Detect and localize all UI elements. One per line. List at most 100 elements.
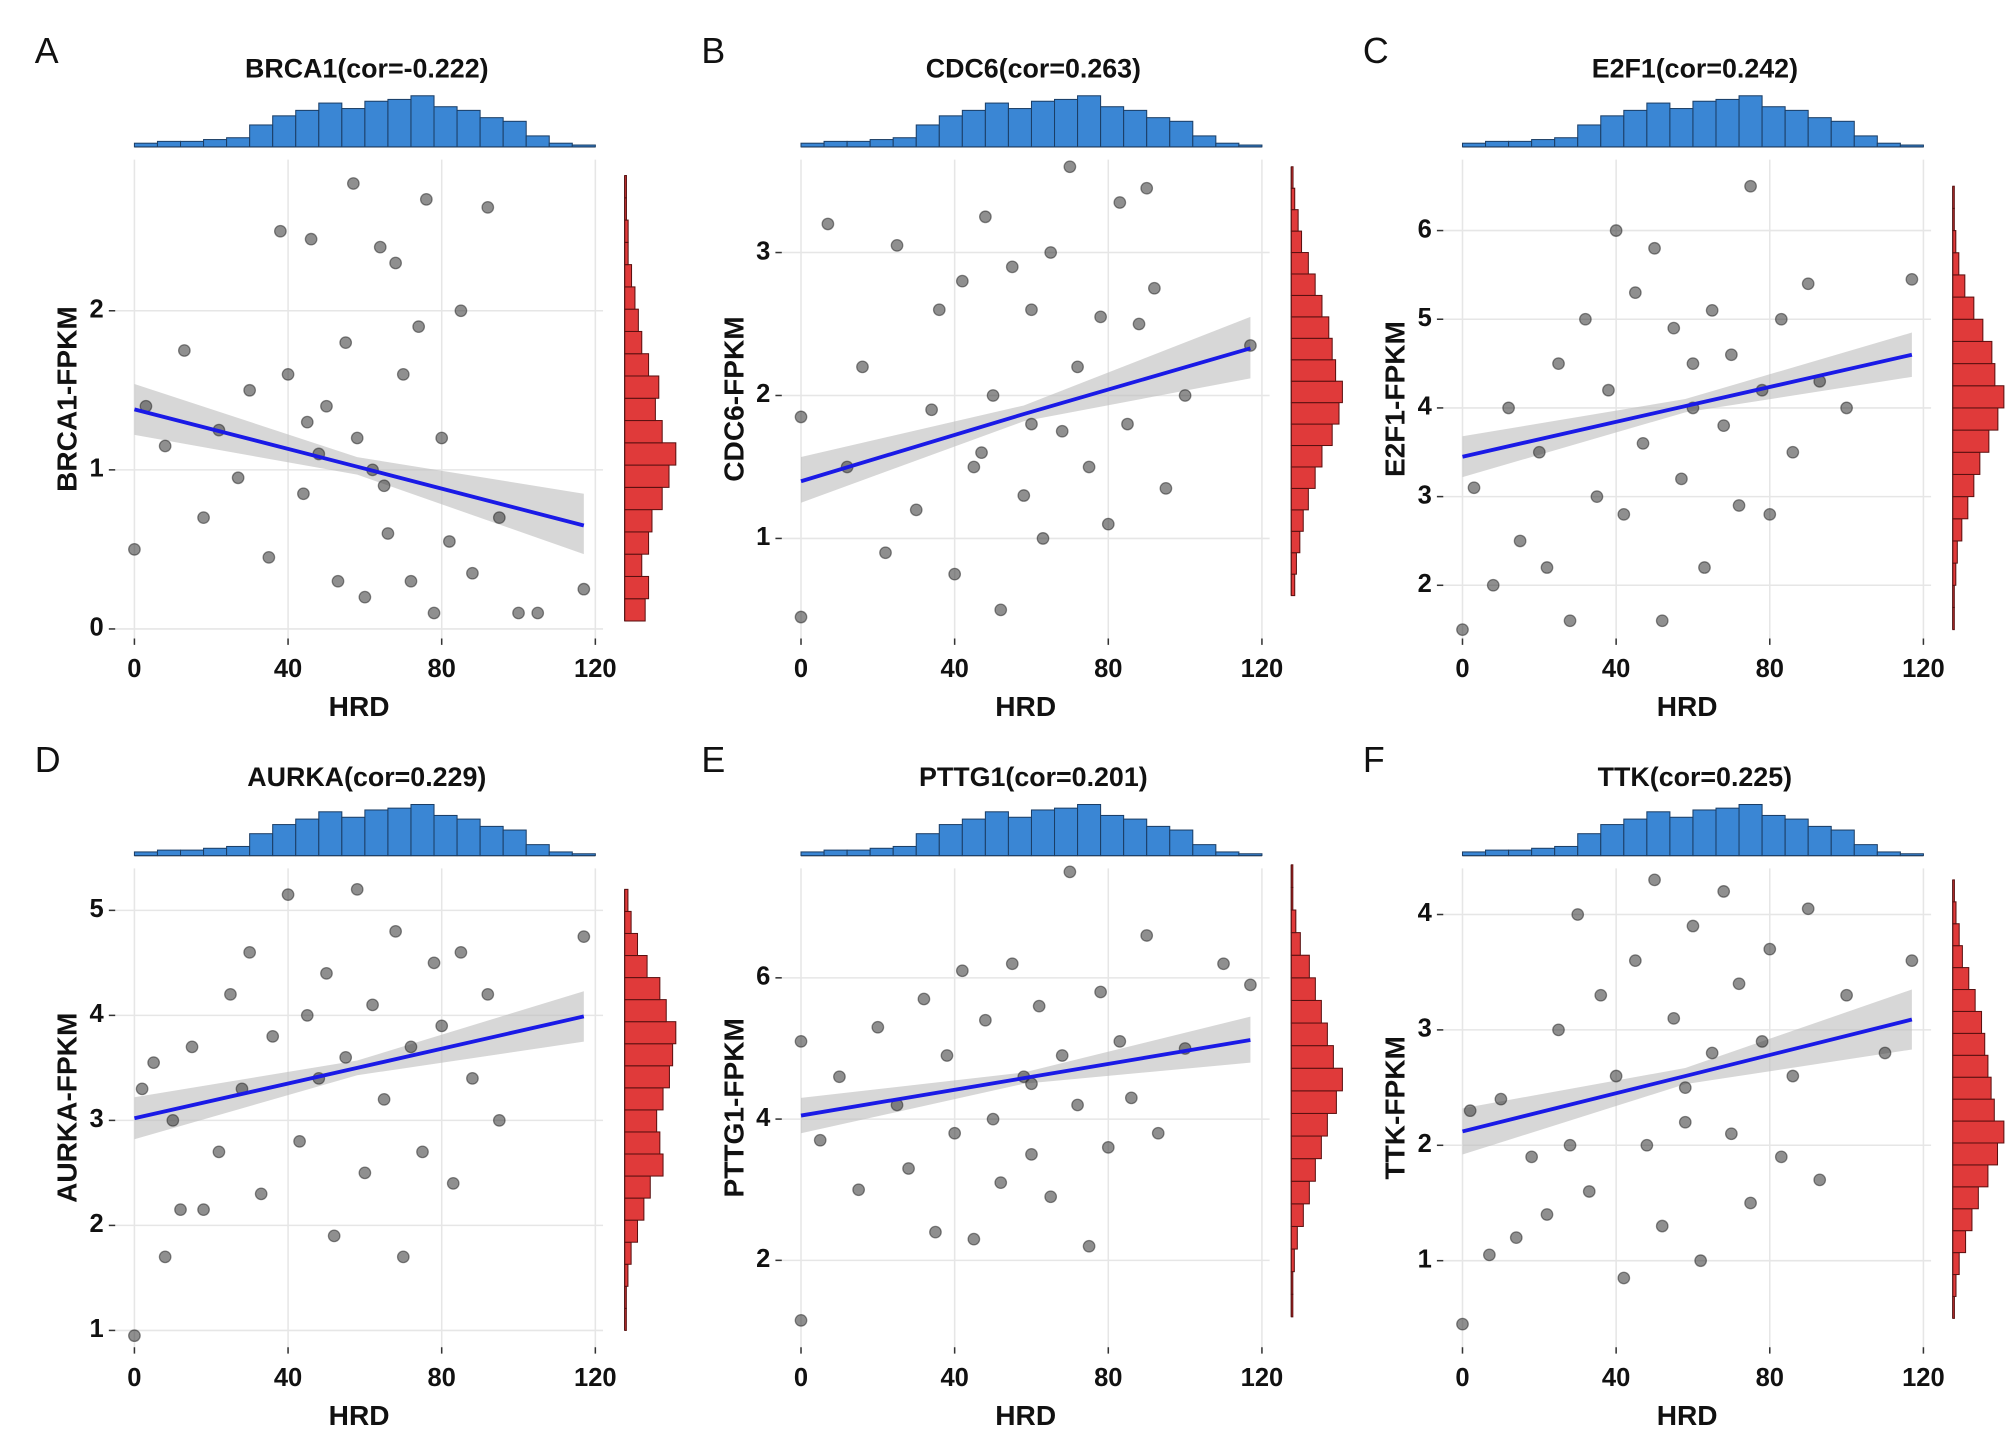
- y-hist-bar: [624, 955, 648, 979]
- y-tick-label: 1: [90, 455, 104, 483]
- point: [577, 930, 591, 943]
- point: [1005, 260, 1019, 274]
- y-hist-bar: [1952, 340, 1993, 365]
- x-tick-label: 80: [1094, 1364, 1122, 1392]
- y-hist-bar: [1290, 954, 1310, 979]
- point: [879, 546, 892, 560]
- point: [1071, 360, 1084, 374]
- y-hist-bar: [624, 1043, 674, 1067]
- point: [1563, 1138, 1577, 1152]
- point: [1494, 1092, 1508, 1106]
- point: [1463, 1104, 1477, 1118]
- point: [932, 303, 946, 317]
- point: [273, 224, 287, 238]
- point: [1101, 517, 1115, 531]
- y-hist-bar: [1290, 166, 1294, 189]
- point: [955, 274, 969, 288]
- x-hist-bar: [869, 847, 894, 857]
- point: [377, 479, 391, 493]
- y-axis-label: CDC6-FPKM: [718, 316, 749, 481]
- x-hist-bar: [1830, 829, 1855, 857]
- y-axis-label: PTTG1-FPKM: [718, 1018, 749, 1197]
- x-hist-bar: [226, 137, 251, 148]
- y-hist-bar: [1290, 1067, 1343, 1092]
- x-hist-bar: [915, 833, 940, 857]
- x-hist-bar: [364, 809, 389, 857]
- y-hist-bar: [1952, 230, 1957, 254]
- x-tick-label: 40: [1602, 655, 1630, 683]
- x-hist-bar: [1807, 825, 1832, 857]
- y-hist-bar: [624, 219, 629, 243]
- point: [1579, 312, 1592, 326]
- point: [1694, 1254, 1708, 1268]
- y-tick-label: 2: [756, 1245, 770, 1273]
- point: [1594, 988, 1608, 1002]
- x-hist-bar: [410, 803, 435, 857]
- x-hist-bar: [1669, 108, 1694, 148]
- point: [350, 882, 364, 896]
- point: [1698, 561, 1711, 574]
- y-hist-bar: [1290, 187, 1296, 211]
- x-hist-bar: [1784, 109, 1809, 148]
- point: [128, 1329, 141, 1343]
- y-hist-bar: [624, 575, 650, 600]
- point: [1044, 246, 1058, 259]
- x-hist-bar: [938, 824, 963, 857]
- y-hist-bar: [1952, 945, 1963, 969]
- x-hist-bar: [1054, 98, 1079, 148]
- x-hist-bar: [1876, 851, 1901, 857]
- y-hist-bar: [1952, 1120, 2005, 1144]
- y-hist-bar: [1290, 230, 1303, 254]
- y-hist-bar: [1952, 429, 1990, 453]
- point: [1017, 489, 1031, 502]
- y-hist-bar: [1952, 1054, 1989, 1078]
- point: [1636, 437, 1650, 450]
- x-hist-bar: [892, 845, 917, 857]
- x-hist-bar: [823, 849, 848, 857]
- x-hist-bar: [433, 814, 458, 857]
- x-tick-label: 0: [127, 655, 141, 683]
- x-tick-label: 40: [1602, 1364, 1630, 1392]
- x-hist-bar: [1146, 825, 1171, 857]
- point: [994, 1176, 1008, 1190]
- point: [1121, 417, 1134, 431]
- x-hist-bar: [1531, 139, 1556, 148]
- point: [396, 368, 410, 381]
- point: [1063, 865, 1077, 879]
- panel: A BRCA1(cor=-0.222) 0 40 80 120 0 1 2 HRD BRCA1-FP…: [35, 31, 677, 722]
- point: [1540, 1208, 1554, 1221]
- panel-label: B: [701, 31, 725, 71]
- x-hist-bar: [1146, 117, 1171, 148]
- point: [948, 567, 962, 581]
- y-hist-bar: [1952, 473, 1975, 498]
- point: [1774, 312, 1788, 326]
- y-hist-bar: [624, 1021, 677, 1045]
- point: [1532, 445, 1546, 459]
- y-tick-label: 2: [90, 1210, 104, 1238]
- x-hist-bar: [1030, 809, 1056, 857]
- x-hist-bar: [156, 849, 182, 857]
- point: [128, 543, 141, 556]
- point: [300, 1008, 314, 1022]
- point: [1124, 1091, 1138, 1105]
- y-hist-bar: [1952, 451, 1981, 475]
- x-hist-bar: [1123, 109, 1148, 148]
- y-hist-bar: [1290, 999, 1322, 1024]
- x-hist-bar: [1485, 140, 1510, 148]
- x-hist-bar: [869, 139, 894, 148]
- x-hist-bar: [984, 811, 1009, 857]
- y-hist-bar: [624, 486, 663, 511]
- x-hist-bar: [180, 140, 205, 148]
- point: [1571, 908, 1585, 921]
- point: [1140, 181, 1154, 195]
- point: [243, 945, 257, 959]
- x-axis-label: HRD: [995, 1400, 1056, 1431]
- x-hist-bar: [1623, 109, 1648, 148]
- x-tick-label: 40: [940, 1364, 968, 1392]
- x-hist-bar: [1761, 106, 1786, 148]
- point: [1178, 389, 1192, 402]
- x-hist-bar: [479, 117, 504, 148]
- x-hist-bar: [525, 844, 550, 857]
- point: [427, 606, 441, 620]
- y-hist-bar: [624, 932, 639, 957]
